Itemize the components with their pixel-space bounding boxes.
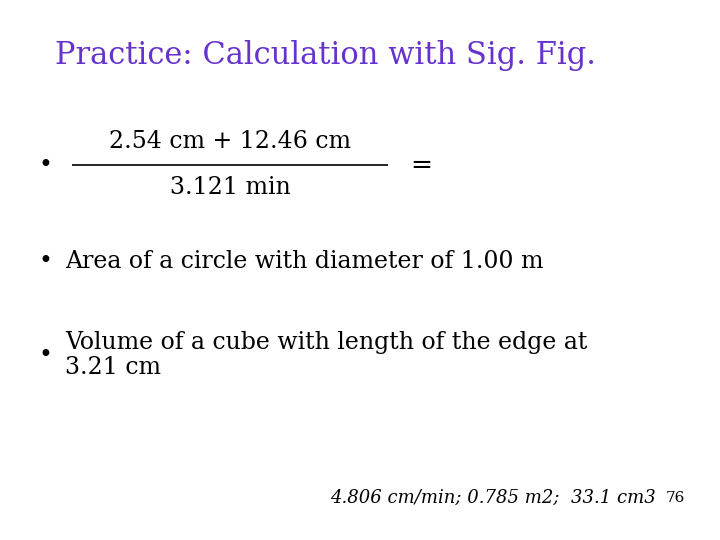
Text: 2.54 cm + 12.46 cm: 2.54 cm + 12.46 cm <box>109 131 351 153</box>
Text: 3.21 cm: 3.21 cm <box>65 355 161 379</box>
Text: Practice: Calculation with Sig. Fig.: Practice: Calculation with Sig. Fig. <box>55 40 596 71</box>
Text: •: • <box>38 343 52 367</box>
Text: =: = <box>410 152 432 178</box>
Text: 3.121 min: 3.121 min <box>170 177 290 199</box>
Text: Volume of a cube with length of the edge at: Volume of a cube with length of the edge… <box>65 332 588 354</box>
Text: 4.806 cm/min; 0.785 m2;  33.1 cm3: 4.806 cm/min; 0.785 m2; 33.1 cm3 <box>330 489 656 507</box>
Text: 76: 76 <box>665 491 685 505</box>
Text: •: • <box>38 251 52 273</box>
Text: Area of a circle with diameter of 1.00 m: Area of a circle with diameter of 1.00 m <box>65 251 544 273</box>
Text: •: • <box>38 153 52 177</box>
